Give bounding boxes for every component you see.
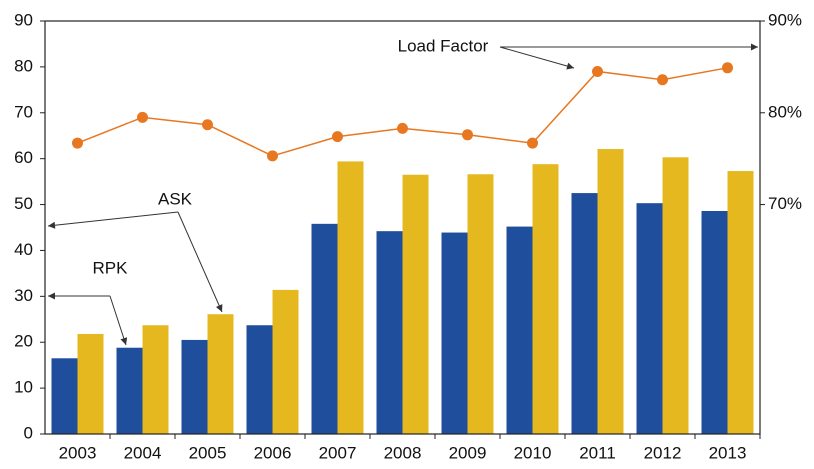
point [722, 62, 733, 74]
y2-tick-label: 80% [768, 102, 802, 121]
bar [142, 325, 169, 434]
bar [376, 231, 403, 434]
annotation-arrows [47, 43, 758, 346]
x-tick-label: 2004 [124, 443, 162, 462]
y-tick-label: 10 [14, 378, 33, 397]
y-tick-label: 30 [14, 286, 33, 305]
arrow [109, 295, 128, 346]
point [657, 74, 668, 86]
y-tick-label: 50 [14, 194, 33, 213]
y-tick-label: 80 [14, 56, 33, 75]
bar [441, 232, 468, 434]
bar [506, 226, 533, 434]
point [72, 137, 83, 149]
y-tick-label: 90 [14, 10, 33, 29]
point [397, 122, 408, 134]
x-tick-label: 2013 [709, 443, 747, 462]
bar [402, 174, 429, 434]
point [527, 137, 538, 149]
bar [597, 149, 624, 434]
bar [51, 358, 78, 434]
point [332, 131, 343, 143]
bar [311, 223, 338, 434]
y-tick-label: 20 [14, 332, 33, 351]
bar [246, 325, 273, 434]
point [137, 111, 148, 123]
point [202, 119, 213, 131]
annotation: Load Factor [398, 36, 489, 55]
bar [77, 333, 104, 434]
annotation: RPK [93, 258, 129, 277]
point [462, 129, 473, 141]
bar [467, 174, 494, 434]
line [77, 67, 728, 157]
y2-tick-label: 70% [768, 194, 802, 213]
x-tick-label: 2003 [59, 443, 97, 462]
y2-tick-label: 90% [768, 10, 802, 29]
arrow [47, 211, 179, 229]
x-tick-label: 2012 [644, 443, 682, 462]
bar [337, 161, 364, 435]
bar [272, 289, 299, 434]
bar [636, 203, 663, 434]
bar [662, 157, 689, 435]
x-tick-label: 2010 [514, 443, 552, 462]
y-tick-label: 60 [14, 148, 33, 167]
arrow [499, 46, 575, 70]
y-tick-label: 0 [24, 423, 33, 442]
arrow [177, 211, 223, 313]
plot-frame [44, 20, 761, 435]
y-tick-label: 70 [14, 102, 33, 121]
bar [571, 193, 598, 434]
x-tick-label: 2005 [189, 443, 227, 462]
bar [181, 339, 208, 434]
x-tick-label: 2008 [384, 443, 422, 462]
bar [532, 164, 559, 434]
point [267, 150, 278, 162]
bar [701, 210, 728, 434]
y-tick-label: 40 [14, 240, 33, 259]
x-tick-label: 2011 [579, 443, 616, 462]
bar [116, 347, 143, 434]
bar [207, 314, 234, 434]
bar [727, 171, 754, 434]
annotation: ASK [158, 189, 193, 208]
x-tick-label: 2007 [319, 443, 357, 462]
x-tick-label: 2006 [254, 443, 292, 462]
point [592, 65, 603, 77]
x-tick-label: 2009 [449, 443, 487, 462]
